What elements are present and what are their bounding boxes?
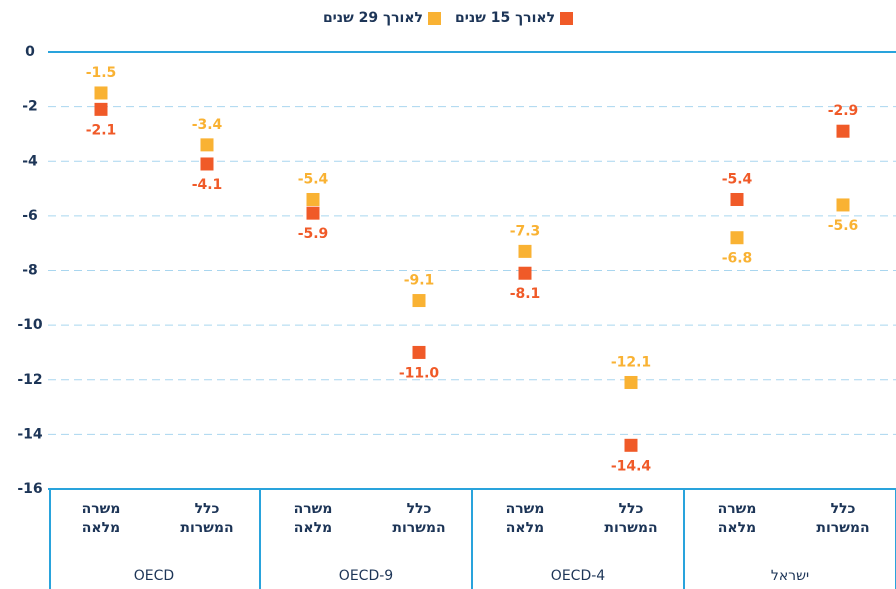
x-tick-label: משרה מלאה <box>505 501 545 536</box>
value-label: -1.5 <box>86 65 117 81</box>
marker <box>94 102 108 116</box>
value-label: -7.3 <box>510 223 541 239</box>
value-label: -9.1 <box>404 273 435 289</box>
y-tick-label: -2 <box>22 99 38 115</box>
legend-label: לאורך 29 שנים <box>322 10 423 26</box>
legend-item: לאורך 15 שנים <box>455 10 574 26</box>
marker <box>730 192 744 206</box>
marker <box>730 231 744 245</box>
group-label: OECD <box>133 568 175 584</box>
legend-label: לאורך 15 שנים <box>455 10 556 26</box>
value-label: -6.8 <box>722 251 753 267</box>
marker <box>518 244 532 258</box>
marker <box>306 206 320 220</box>
value-label: -5.4 <box>298 171 329 187</box>
value-label: -5.6 <box>828 218 859 234</box>
value-label: -14.4 <box>611 458 652 474</box>
x-tick-label: משרה מלאה <box>293 501 333 536</box>
x-tick-label: משרה מלאה <box>81 501 121 536</box>
value-label: -4.1 <box>192 177 223 193</box>
y-tick-label: -12 <box>17 372 42 388</box>
marker <box>94 86 108 100</box>
y-tick-label: -10 <box>17 317 43 333</box>
marker <box>836 124 850 138</box>
value-label: -2.9 <box>828 103 859 119</box>
x-tick-label: כלל המשרות <box>816 501 870 536</box>
marker <box>624 438 638 452</box>
marker <box>306 192 320 206</box>
y-tick-label: -16 <box>17 481 42 497</box>
marker <box>412 345 426 359</box>
value-label: -12.1 <box>611 354 651 370</box>
value-label: -8.1 <box>510 286 541 302</box>
marker <box>518 266 532 280</box>
marker <box>200 157 214 171</box>
value-label: -2.1 <box>86 122 117 138</box>
x-tick-label: כלל המשרות <box>392 501 446 536</box>
legend: לאורך 15 שנים לאורך 29 שנים <box>0 10 896 26</box>
y-tick-label: -14 <box>17 426 43 442</box>
marker <box>412 294 426 308</box>
marker <box>624 375 638 389</box>
y-tick-label: -6 <box>22 208 38 224</box>
x-tick-label: משרה מלאה <box>717 501 757 536</box>
x-tick-label: כלל המשרות <box>180 501 234 536</box>
group-label: ישראל <box>770 568 810 584</box>
marker <box>836 198 850 212</box>
legend-swatch <box>560 11 574 25</box>
legend-swatch <box>428 11 441 25</box>
value-label: -5.9 <box>298 226 329 242</box>
y-tick-label: -4 <box>22 153 38 169</box>
value-label: -5.4 <box>722 171 753 187</box>
y-tick-label: 0 <box>25 44 35 60</box>
group-label: OECD-4 <box>550 568 606 584</box>
legend-item: לאורך 29 שנים <box>323 10 441 26</box>
x-tick-label: כלל המשרות <box>604 501 658 536</box>
marker <box>200 138 214 152</box>
y-tick-label: -8 <box>22 263 38 279</box>
value-label: -11.0 <box>399 365 440 381</box>
value-label: -3.4 <box>192 117 223 133</box>
group-label: OECD-9 <box>338 568 394 584</box>
